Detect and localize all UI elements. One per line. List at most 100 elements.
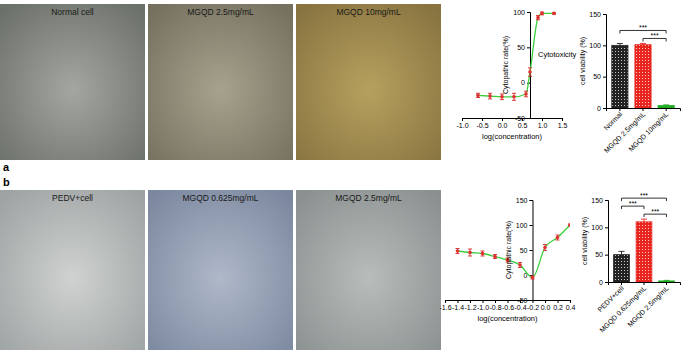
- x-tick: -0.8: [489, 300, 501, 311]
- y-tick: -50: [517, 297, 532, 304]
- data-point: [568, 223, 570, 227]
- data-point: [481, 252, 485, 256]
- y-tick-label: 100: [516, 222, 528, 229]
- error-bar: [476, 93, 480, 97]
- plot-area: [614, 219, 675, 282]
- y-tick: 150: [591, 197, 608, 204]
- x-tick-mark: [482, 118, 483, 121]
- error-bar: [512, 93, 516, 100]
- y-tick-label: 150: [589, 11, 601, 18]
- y-tick: 100: [516, 222, 533, 229]
- y-axis-line: [603, 15, 607, 109]
- data-point: [528, 70, 532, 74]
- x-tick-label: -0.8: [489, 304, 501, 311]
- x-axis: -1.6-1.4-1.2-1.0-0.8-0.6-0.4-0.20.00.20.…: [439, 300, 575, 311]
- bar: [612, 45, 628, 108]
- data-point: [476, 94, 480, 98]
- x-tick-mark: [495, 300, 496, 303]
- x-tick: MGQD 2.5mg/mL: [603, 108, 648, 155]
- micrograph: [296, 4, 441, 160]
- x-tick: -1.0: [477, 300, 489, 311]
- y-tick-mark: [605, 227, 608, 228]
- x-tick-mark: [458, 300, 459, 303]
- y-tick-mark: [530, 225, 533, 226]
- y-tick: 50: [595, 251, 608, 258]
- x-tick: -1.4: [452, 300, 464, 311]
- x-tick-label: 0.5: [518, 122, 528, 129]
- y-tick: 50: [593, 73, 606, 80]
- data-point: [488, 94, 492, 98]
- data-point: [456, 249, 460, 253]
- data-point: [493, 255, 497, 259]
- y-tick-mark: [530, 300, 533, 301]
- x-tick-mark: [545, 300, 546, 303]
- panel: PEDV+cellMGQD 0.625mg/mLMGQD 2.5mg/mL: [0, 190, 441, 350]
- data-point: [536, 16, 540, 20]
- bar: [659, 281, 675, 282]
- y-tick-mark: [605, 282, 608, 283]
- y-tick-label: -50: [517, 297, 527, 304]
- error-bar: [518, 263, 522, 268]
- data-point: [552, 12, 556, 16]
- y-axis: 0 50 100 150: [589, 11, 606, 112]
- y-tick-label: 0: [521, 79, 525, 86]
- x-tick-mark: [483, 300, 484, 303]
- x-tick-label: 0.4: [566, 304, 576, 311]
- micrograph: [0, 4, 145, 160]
- x-tick-mark: [643, 108, 644, 111]
- error-bar: [536, 16, 540, 20]
- x-tick: -0.2: [527, 300, 539, 311]
- error-bar: [543, 245, 547, 251]
- y-tick-mark: [605, 255, 608, 256]
- y-tick: 100: [589, 42, 606, 49]
- x-tick: 1.5: [558, 118, 568, 129]
- x-tick-label: 0.0: [541, 304, 551, 311]
- x-tick-mark: [542, 118, 543, 121]
- plot-area: [456, 223, 571, 279]
- y-tick-label: 0: [597, 105, 601, 112]
- error-bar: [640, 43, 646, 46]
- x-tick-label: -1.6: [439, 304, 451, 311]
- y-tick-mark: [603, 77, 606, 78]
- x-tick-label: -1.0: [477, 304, 489, 311]
- data-point: [540, 12, 544, 16]
- figure: Normal cellMGQD 2.5mg/mLMGQD 10mg/mLaPED…: [0, 0, 685, 353]
- error-bar: [481, 251, 485, 256]
- y-axis-title: Cytopathic rate(%): [505, 221, 513, 279]
- micrograph: [296, 190, 441, 350]
- y-axis-line: [605, 201, 609, 283]
- y-axis: 0 50 100 150: [591, 197, 608, 286]
- x-axis: -1.0-0.50.00.51.01.5: [456, 118, 567, 129]
- significance-label: ***: [639, 24, 647, 31]
- micrograph: [148, 190, 293, 350]
- x-tick-label: 0.2: [553, 304, 563, 311]
- x-tick: 1.0: [538, 118, 548, 129]
- bar: [636, 222, 652, 282]
- x-tick-label: -0.5: [476, 122, 488, 129]
- x-tick-label: MGQD 10mg/mL: [627, 110, 670, 153]
- data-point: [524, 92, 528, 96]
- x-tick-mark: [570, 300, 571, 303]
- error-bar: [619, 251, 625, 258]
- image-title: MGQD 0.625mg/mL: [182, 193, 258, 203]
- x-axis-title: log(concentration): [477, 314, 538, 323]
- y-axis-title: cell viability (%): [579, 37, 587, 85]
- x-tick-label: -1.2: [464, 304, 476, 311]
- y-tick-label: 150: [516, 197, 528, 204]
- x-tick: MGQD 10mg/mL: [627, 108, 670, 154]
- y-tick-label: 0: [599, 279, 603, 286]
- panel: Normal cellMGQD 2.5mg/mLMGQD 10mg/mL: [0, 4, 441, 160]
- x-tick: MGQD 2.5mg/mL: [626, 282, 671, 329]
- y-tick-label: -50: [515, 115, 525, 122]
- y-tick: 100: [513, 9, 530, 16]
- y-tick: 50: [517, 44, 530, 51]
- chart-title: Cytotoxicity: [538, 50, 577, 59]
- y-tick: 150: [589, 11, 606, 18]
- image-title: Normal cell: [51, 7, 94, 17]
- data-point: [512, 95, 516, 99]
- bar-chart: 050100150NormalMGQD 2.5mg/mLMGQD 10mg/mL…: [579, 11, 681, 155]
- image-title: PEDV+cell: [52, 193, 93, 203]
- data-point: [556, 236, 560, 240]
- y-tick: 100: [591, 224, 608, 231]
- y-axis-title: Cytopathic rate(%): [502, 36, 510, 94]
